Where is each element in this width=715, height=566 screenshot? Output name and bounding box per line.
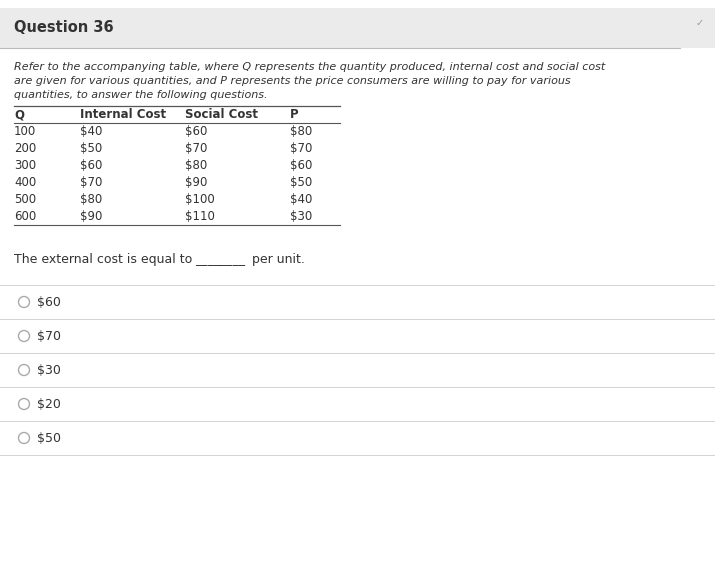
Text: 300: 300 <box>14 159 36 172</box>
Text: ________: ________ <box>195 253 245 266</box>
Text: $70: $70 <box>37 329 61 342</box>
Text: Question 36: Question 36 <box>14 20 114 36</box>
Text: $80: $80 <box>80 193 102 206</box>
Text: ✓: ✓ <box>696 18 704 28</box>
Text: $50: $50 <box>80 142 102 155</box>
Text: $60: $60 <box>290 159 312 172</box>
Text: $100: $100 <box>185 193 214 206</box>
Text: P: P <box>290 108 299 121</box>
Text: $70: $70 <box>290 142 312 155</box>
Text: $80: $80 <box>290 125 312 138</box>
Text: $60: $60 <box>37 295 61 308</box>
Text: $80: $80 <box>185 159 207 172</box>
Text: 500: 500 <box>14 193 36 206</box>
Text: $50: $50 <box>290 176 312 189</box>
Text: 200: 200 <box>14 142 36 155</box>
Text: $90: $90 <box>80 210 102 223</box>
Text: $40: $40 <box>80 125 102 138</box>
Text: per unit.: per unit. <box>248 253 305 266</box>
Text: Refer to the accompanying table, where Q represents the quantity produced, inter: Refer to the accompanying table, where Q… <box>14 62 606 72</box>
Text: are given for various quantities, and P represents the price consumers are willi: are given for various quantities, and P … <box>14 76 571 86</box>
Text: $50: $50 <box>37 431 61 444</box>
Text: $70: $70 <box>185 142 207 155</box>
Text: $30: $30 <box>290 210 312 223</box>
Text: $70: $70 <box>80 176 102 189</box>
Text: Internal Cost: Internal Cost <box>80 108 166 121</box>
Text: $20: $20 <box>37 397 61 410</box>
Text: $90: $90 <box>185 176 207 189</box>
Text: $60: $60 <box>80 159 102 172</box>
Text: 100: 100 <box>14 125 36 138</box>
Text: 400: 400 <box>14 176 36 189</box>
Text: $30: $30 <box>37 363 61 376</box>
Text: $60: $60 <box>185 125 207 138</box>
Text: Social Cost: Social Cost <box>185 108 258 121</box>
Text: The external cost is equal to: The external cost is equal to <box>14 253 196 266</box>
Text: Q: Q <box>14 108 24 121</box>
Text: $40: $40 <box>290 193 312 206</box>
Text: quantities, to answer the following questions.: quantities, to answer the following ques… <box>14 90 267 100</box>
Bar <box>0 8 715 48</box>
Text: 600: 600 <box>14 210 36 223</box>
Text: $110: $110 <box>185 210 215 223</box>
